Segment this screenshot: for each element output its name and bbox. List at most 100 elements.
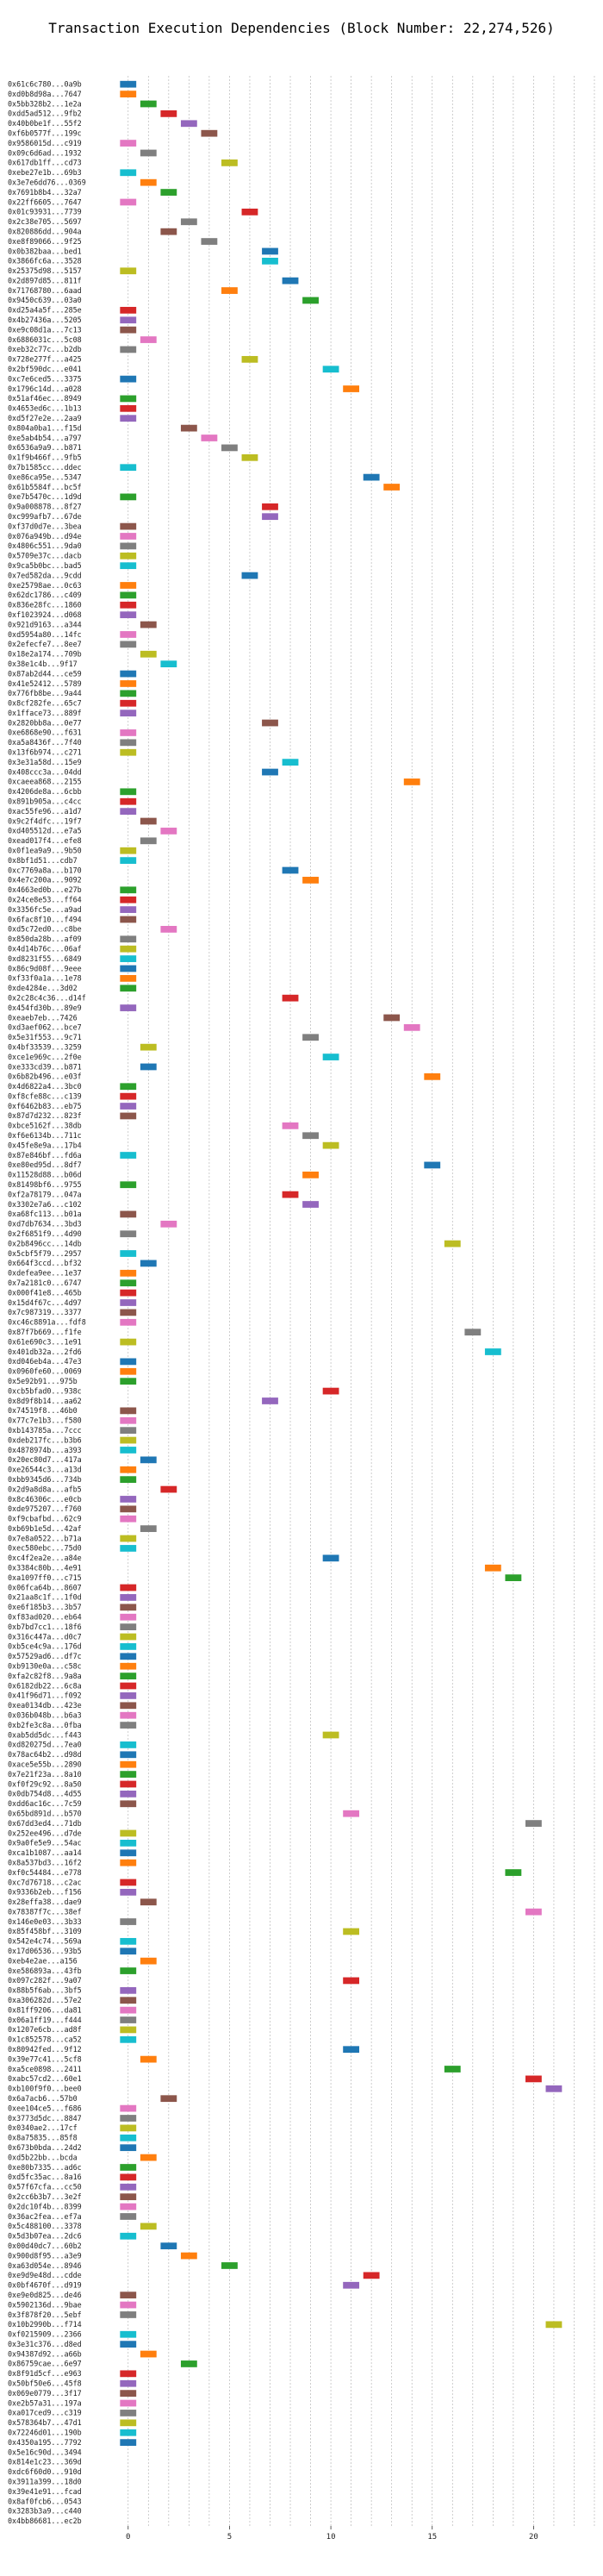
tx-bar	[120, 2124, 137, 2132]
tx-bar	[140, 1525, 157, 1533]
tx-bar	[120, 582, 137, 589]
grid-lines	[127, 76, 595, 2526]
tx-label: 0x5c488100...3378	[8, 2222, 82, 2230]
tx-bar	[120, 2419, 137, 2427]
tx-bar	[120, 1496, 137, 1503]
tx-label: 0x06a1ff19...f444	[8, 2016, 82, 2024]
tx-label: 0x11528d88...b06d	[8, 1171, 82, 1179]
tx-label: 0x41f96d71...f092	[8, 1691, 82, 1700]
tx-label: 0x87f7b669...f1fe	[8, 1328, 82, 1336]
tx-bar	[120, 2410, 137, 2417]
tx-label: 0x6fac8f10...f494	[8, 915, 82, 923]
tx-bar	[160, 2095, 177, 2103]
tx-label: 0xd820275d...7ea0	[8, 1741, 82, 1749]
tx-bar	[120, 955, 137, 962]
tx-bar	[120, 1289, 137, 1297]
tx-bar	[120, 1997, 137, 2004]
tx-bar	[180, 218, 197, 226]
tx-label: 0x3356fc5e...a9ad	[8, 905, 82, 914]
tx-label: 0x454fd30b...89e9	[8, 1004, 82, 1012]
tx-bar	[120, 2164, 137, 2171]
tx-label: 0xe333cd39...b871	[8, 1062, 82, 1071]
tx-label: 0x80942fed...9f12	[8, 2045, 82, 2054]
tx-bar	[525, 2075, 542, 2083]
tx-bar	[120, 591, 137, 599]
tx-bar	[180, 120, 197, 128]
tx-bar	[120, 306, 137, 314]
tx-label: 0xe8f89066...9f25	[8, 237, 82, 246]
tx-label: 0x2c38e705...5697	[8, 217, 82, 226]
tx-label: 0x00d40dc7...60b2	[8, 2241, 82, 2250]
tx-label: 0x7e21f23a...8a10	[8, 1770, 82, 1779]
tx-bar	[120, 699, 137, 707]
tx-bar	[120, 1879, 137, 1886]
tx-label: 0x401db32a...2fd6	[8, 1347, 82, 1356]
tx-bar	[120, 857, 137, 864]
tx-label: 0xa63d054e...8946	[8, 2261, 82, 2270]
tx-bar	[120, 493, 137, 501]
tx-bar	[444, 1240, 461, 1247]
tx-bar	[120, 2006, 137, 2014]
tx-label: 0x85f458bf...3109	[8, 1927, 82, 1935]
tx-bar	[120, 2311, 137, 2318]
tx-bar	[120, 1535, 137, 1542]
tx-bar	[120, 2203, 137, 2210]
tx-label: 0xec580ebc...75d0	[8, 1544, 82, 1553]
tx-bar	[120, 1367, 137, 1375]
tx-label: 0x664f3ccd...bf32	[8, 1259, 82, 1267]
tx-label: 0x39e41e91...fcad	[8, 2487, 82, 2496]
tx-bar	[120, 2173, 137, 2181]
tx-bar	[120, 1918, 137, 1925]
tx-label: 0x9a0fe5e9...54ac	[8, 1839, 82, 1848]
tx-label: 0x78ac64b2...d98d	[8, 1750, 82, 1759]
tx-label: 0x3e7e6dd76...0369	[8, 178, 86, 186]
tx-bar	[120, 1800, 137, 1808]
tx-label: 0x3f878f20...5ebf	[8, 2310, 82, 2319]
tx-bar	[302, 877, 319, 884]
tx-bar	[120, 975, 137, 982]
tx-bar	[343, 2281, 360, 2289]
tx-bar	[120, 1092, 137, 1100]
tx-label: 0x38e1c4b...9f17	[8, 660, 78, 668]
tx-label: 0xc7769a8a...b170	[8, 866, 82, 874]
tx-bar	[120, 2292, 137, 2299]
tx-bar	[120, 1633, 137, 1641]
tx-label: 0x86759cae...6e97	[8, 2360, 82, 2368]
tx-bar	[525, 1820, 542, 1827]
tx-bar	[120, 2026, 137, 2034]
tx-bar	[120, 1466, 137, 1473]
tx-bar	[120, 1888, 137, 1896]
tx-label: 0x09c6d6ad...1932	[8, 148, 82, 157]
tx-bar	[120, 2429, 137, 2436]
tx-label: 0x1207e6cb...ad8f	[8, 2025, 82, 2034]
tx-label: 0x01c93931...7739	[8, 208, 82, 216]
tx-bar	[120, 1545, 137, 1552]
tx-label: 0x5cbf5f79...2957	[8, 1249, 82, 1258]
tx-label: 0x87d7d232...823f	[8, 1111, 82, 1120]
tx-bar	[120, 2370, 137, 2378]
tx-label: 0xe5ab4b54...a797	[8, 434, 82, 442]
tx-label: 0x77c7e1b3...f580	[8, 1416, 82, 1425]
tx-bar	[221, 287, 238, 294]
tx-label: 0x87e846bf...fd6a	[8, 1151, 82, 1160]
tx-bar	[140, 2055, 157, 2063]
tx-bar	[120, 1584, 137, 1591]
tx-label: 0xcaeea868...2155	[8, 778, 82, 786]
tx-bar	[120, 2144, 137, 2152]
tx-bar	[180, 424, 197, 432]
tx-label: 0xd8231f55...6849	[8, 954, 82, 963]
tx-bar	[120, 896, 137, 903]
tx-label: 0x000f41e8...465b	[8, 1288, 82, 1297]
tx-bar	[322, 1731, 339, 1739]
tx-label: 0x4bb86681...ec2b	[8, 2517, 82, 2525]
tx-bar	[180, 2252, 197, 2260]
tx-label: 0x61c6c780...0a9b	[8, 79, 82, 88]
tx-bar	[120, 1967, 137, 1974]
tx-label: 0x45fe8e9a...17b4	[8, 1141, 82, 1149]
tx-bar	[343, 2046, 360, 2054]
tx-bar	[140, 2350, 157, 2358]
tx-label: 0x81ff9206...da81	[8, 2005, 82, 2014]
tx-label: 0x5709e37c...dacb	[8, 552, 82, 560]
tx-bar	[120, 1937, 137, 1945]
tx-label: 0x8bf1d51...cdb7	[8, 856, 78, 865]
